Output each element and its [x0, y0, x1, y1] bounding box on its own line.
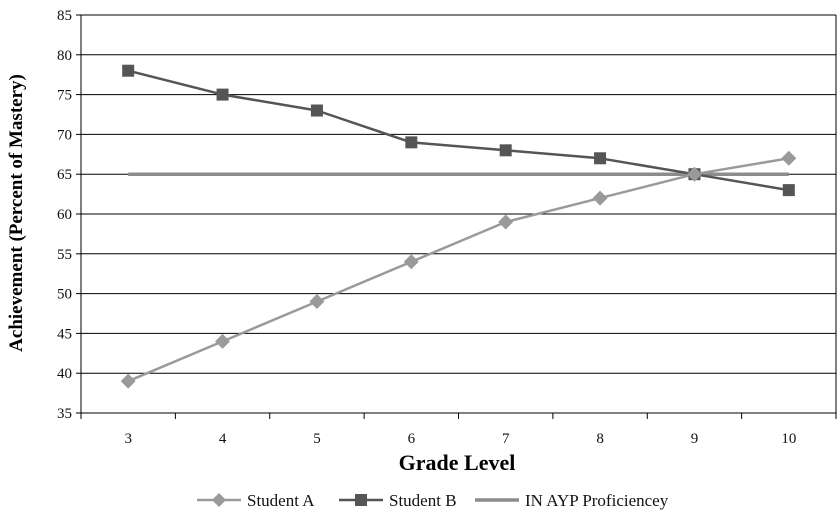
legend-label: Student A: [247, 491, 315, 510]
y-tick-label: 70: [57, 127, 72, 143]
data-point-diamond: [215, 333, 231, 349]
y-tick-label: 50: [57, 287, 72, 303]
data-point-diamond: [781, 150, 797, 166]
data-point-square: [405, 136, 418, 149]
legend-label: Student B: [389, 491, 457, 510]
data-point-square: [782, 184, 795, 197]
data-point-diamond: [403, 254, 419, 270]
data-point-diamond: [592, 190, 608, 206]
y-tick-label: 55: [57, 247, 72, 263]
x-tick-label: 5: [313, 431, 321, 447]
data-point-square: [310, 104, 323, 117]
legend-marker-diamond: [212, 493, 226, 507]
y-tick-label: 60: [57, 207, 72, 223]
data-point-diamond: [309, 294, 325, 310]
y-tick-label: 85: [57, 8, 72, 24]
data-point-diamond: [120, 373, 136, 389]
data-point-diamond: [498, 214, 514, 230]
legend-label: IN AYP Proficiencey: [525, 491, 669, 510]
x-tick-label: 3: [124, 431, 132, 447]
data-point-diamond: [686, 166, 702, 182]
x-axis-title: Grade Level: [399, 450, 516, 475]
data-point-square: [499, 144, 512, 157]
axes: [76, 14, 837, 419]
series-group: [120, 64, 797, 389]
x-tick-label: 10: [781, 431, 796, 447]
y-tick-label: 45: [57, 326, 72, 342]
y-axis-title: Achievement (Percent of Mastery): [6, 74, 27, 352]
data-point-square: [594, 152, 607, 165]
data-point-square: [122, 64, 135, 77]
series-line-student-b: [127, 69, 790, 192]
legend-marker-square: [355, 494, 367, 506]
y-tick-label: 35: [57, 406, 72, 422]
y-tick-label: 65: [57, 167, 72, 183]
y-tick-label: 80: [57, 48, 72, 64]
x-tick-label: 4: [219, 431, 227, 447]
x-tick-label: 8: [596, 431, 604, 447]
x-tick-label: 6: [408, 431, 416, 447]
y-tick-label: 75: [57, 88, 72, 104]
x-tick-label: 9: [691, 431, 699, 447]
series-line-student-a: [127, 157, 790, 383]
legend: Student A Student B IN AYP Proficiencey: [197, 491, 669, 510]
x-tick-label: 7: [502, 431, 510, 447]
y-tick-label: 40: [57, 366, 72, 382]
data-point-square: [216, 88, 229, 101]
